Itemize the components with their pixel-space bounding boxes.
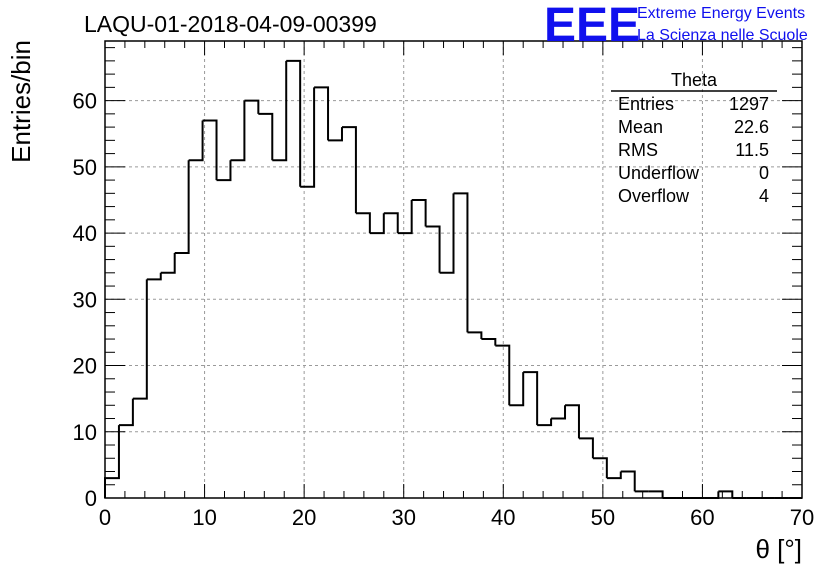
stats-row-label: Overflow [618,186,690,206]
x-tick-label: 40 [491,505,515,530]
histogram-bin [606,471,622,480]
x-tick-label: 60 [690,505,714,530]
x-tick-label: 0 [99,505,111,530]
histogram-series [104,59,802,499]
plot-frame [104,40,803,499]
histogram-bin [537,418,553,427]
stats-row-label: RMS [618,140,658,160]
histogram-bin [704,491,720,499]
y-tick-label: 60 [73,89,97,114]
x-tick-label: 20 [292,505,316,530]
histogram-bin [146,272,162,281]
histogram-bin [495,344,511,406]
histogram-bin [439,193,455,274]
eee-logo: EEE Extreme Energy Events La Scienza nel… [544,0,808,52]
stats-row-value: 1297 [729,94,769,114]
histogram-bin [467,331,483,340]
histogram-bin [202,119,218,181]
stats-box: Theta Entries 1297 Mean 22.6 RMS 11.5 Underflo… [611,70,777,206]
stats-row-label: Underflow [618,163,700,183]
x-tick-label: 10 [192,505,216,530]
histogram-bin [425,225,441,273]
y-tick-label: 10 [73,420,97,445]
stats-rows: Entries 1297 Mean 22.6 RMS 11.5 Underflow 0 Over… [618,94,769,206]
histogram-bin [453,192,469,333]
histogram-bin [481,338,497,346]
histogram-bin [104,425,120,498]
histogram-bin [578,437,594,459]
logo-line-1: Extreme Energy Events [637,5,805,22]
x-tick-label: 30 [391,505,415,530]
histogram-bin [272,60,288,162]
stats-row-label: Mean [618,117,663,137]
stats-row-value: 11.5 [735,140,769,160]
histogram-bin [160,252,176,274]
histogram-bin [620,470,636,492]
y-tick-label: 50 [73,155,97,180]
histogram-bin [523,371,539,426]
histogram-bin [314,86,330,141]
histogram-bin [718,490,734,498]
axis-ticks [104,41,803,499]
histogram-bin [383,212,399,234]
histogram-bin [592,457,608,479]
histogram-bin [551,405,567,420]
x-axis-label: θ [°] [755,534,802,564]
histogram-bin [411,198,427,227]
histogram-bin [328,127,343,142]
x-tick-label: 50 [591,505,615,530]
stats-row-value: 4 [759,186,769,206]
chart-title: LAQU-01-2018-04-09-00399 [84,11,377,37]
histogram-bin [216,160,232,182]
histogram-bin [565,404,580,439]
histogram-bin [341,126,357,214]
x-tick-label: 70 [790,505,814,530]
histogram-bin [174,160,190,254]
histogram-bin [648,490,664,498]
logo-mark: EEE [544,0,640,52]
stats-row-value: 0 [759,163,769,183]
stats-title: Theta [671,70,718,90]
histogram-bin [286,59,302,187]
stats-row-label: Entries [618,94,674,114]
logo-line-2: La Scienza nelle Scuole [637,27,808,44]
y-axis-label: Entries/bin [6,40,36,163]
y-tick-label: 20 [73,354,97,379]
histogram-bin [355,212,371,234]
histogram-bin [244,99,260,114]
histogram-bin [230,100,246,162]
histogram-bin [369,213,385,235]
histogram-bin [258,112,274,161]
histogram-bin [509,372,525,407]
histogram-bin [397,199,413,235]
histogram-bin [132,279,148,400]
histogram-bin [188,120,204,162]
y-tick-label: 30 [73,287,97,312]
histogram-bin [118,398,134,427]
stats-row-value: 22.6 [734,117,769,137]
histogram-bin [300,87,316,188]
y-tick-label: 0 [85,486,97,511]
y-tick-label: 40 [73,221,97,246]
